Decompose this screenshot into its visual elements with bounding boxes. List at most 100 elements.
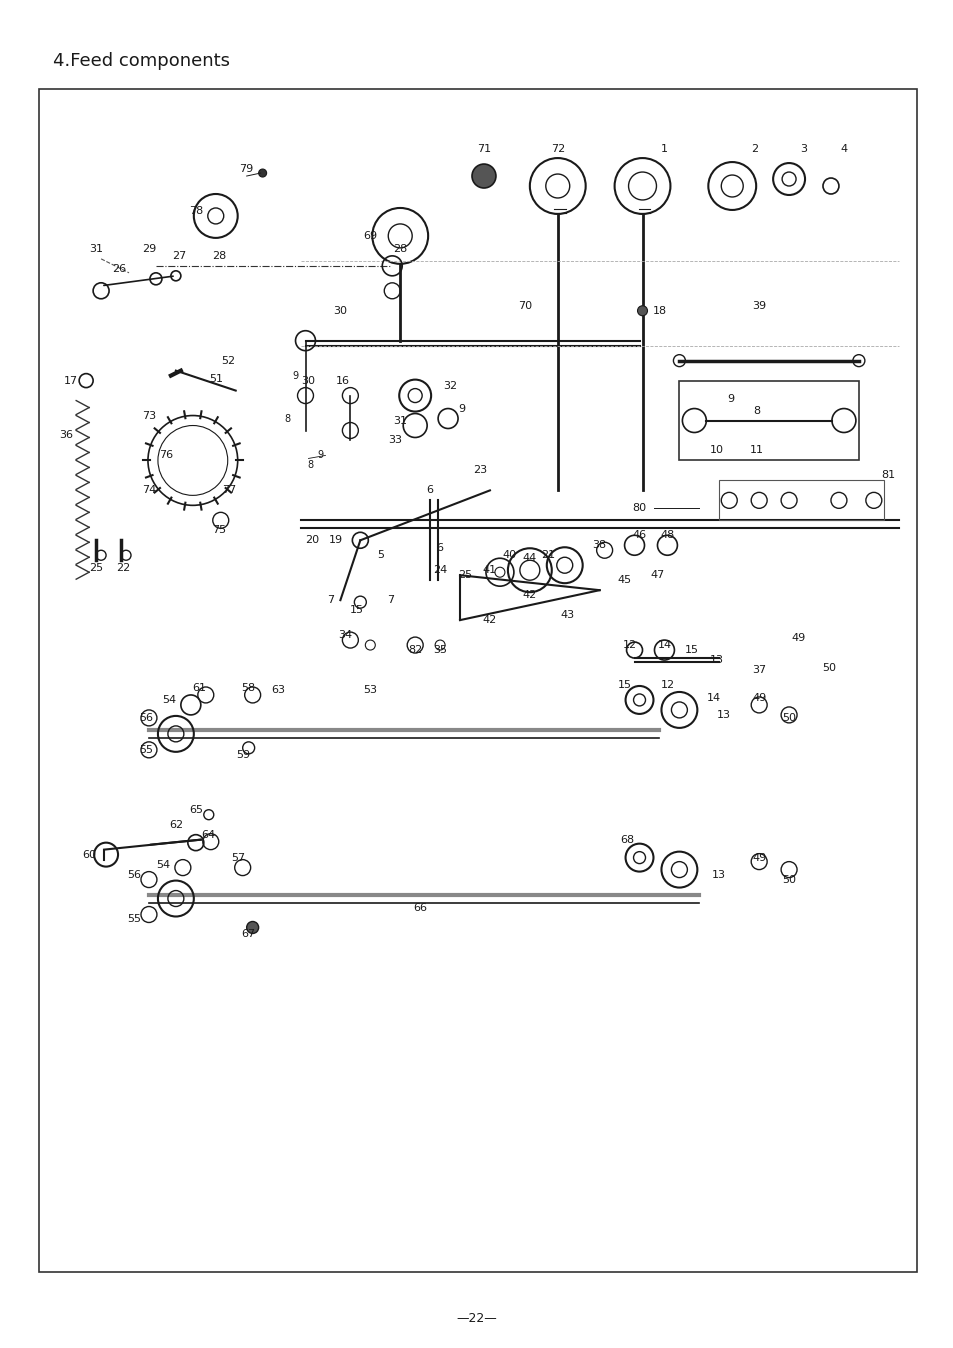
Text: 27: 27 xyxy=(172,251,186,262)
Text: 5: 5 xyxy=(376,550,383,561)
Text: —22—: —22— xyxy=(456,1312,497,1325)
Text: 21: 21 xyxy=(540,550,555,561)
Text: 61: 61 xyxy=(192,683,206,693)
Text: 22: 22 xyxy=(115,563,130,573)
Text: 20: 20 xyxy=(305,535,319,546)
Text: 35: 35 xyxy=(433,646,447,655)
Text: 67: 67 xyxy=(241,930,255,940)
Text: 74: 74 xyxy=(142,485,156,495)
Circle shape xyxy=(247,922,258,933)
Text: 40: 40 xyxy=(502,550,517,561)
Text: 4.Feed components: 4.Feed components xyxy=(53,53,230,70)
Text: 8: 8 xyxy=(284,414,291,423)
Text: 49: 49 xyxy=(791,634,805,643)
Text: 41: 41 xyxy=(482,565,497,576)
Text: 80: 80 xyxy=(632,503,646,514)
Text: 55: 55 xyxy=(139,745,152,755)
Text: 51: 51 xyxy=(209,373,223,384)
Bar xyxy=(679,380,858,461)
Text: 25: 25 xyxy=(89,563,103,573)
Text: 9: 9 xyxy=(458,403,465,414)
Text: 30: 30 xyxy=(301,376,315,386)
Text: 15: 15 xyxy=(349,605,363,615)
Text: 24: 24 xyxy=(433,565,447,576)
Text: 12: 12 xyxy=(622,640,636,650)
Text: 7: 7 xyxy=(386,596,394,605)
Text: 38: 38 xyxy=(592,541,606,550)
Bar xyxy=(39,89,916,1271)
Text: 72: 72 xyxy=(550,144,564,154)
Text: 60: 60 xyxy=(82,849,96,860)
Text: 31: 31 xyxy=(89,244,103,253)
Text: 63: 63 xyxy=(272,685,285,696)
Text: 26: 26 xyxy=(112,264,126,274)
Text: 43: 43 xyxy=(560,611,575,620)
Text: 17: 17 xyxy=(64,376,78,386)
Circle shape xyxy=(258,168,266,177)
Text: 73: 73 xyxy=(142,411,156,421)
Text: 78: 78 xyxy=(189,206,203,216)
Text: 8: 8 xyxy=(753,406,760,415)
Text: 48: 48 xyxy=(659,530,674,541)
Text: 7: 7 xyxy=(327,596,334,605)
Text: 54: 54 xyxy=(155,860,170,869)
Text: 64: 64 xyxy=(201,829,215,840)
Text: 32: 32 xyxy=(442,380,456,391)
Text: 56: 56 xyxy=(139,713,152,723)
Text: 49: 49 xyxy=(751,853,765,863)
Text: 59: 59 xyxy=(236,749,251,760)
Text: 49: 49 xyxy=(751,693,765,702)
Text: 12: 12 xyxy=(659,679,674,690)
Text: 47: 47 xyxy=(650,570,664,580)
Text: 11: 11 xyxy=(749,445,763,456)
Text: 62: 62 xyxy=(169,820,183,829)
Text: 52: 52 xyxy=(221,356,235,365)
FancyArrowPatch shape xyxy=(104,276,172,286)
Text: 15: 15 xyxy=(683,646,698,655)
Text: 44: 44 xyxy=(522,553,537,563)
Text: 58: 58 xyxy=(241,683,255,693)
Text: 9: 9 xyxy=(293,371,298,380)
Text: 18: 18 xyxy=(652,306,666,315)
Text: 68: 68 xyxy=(619,834,634,845)
Text: 45: 45 xyxy=(617,576,631,585)
Text: 39: 39 xyxy=(751,301,765,311)
Text: 75: 75 xyxy=(212,526,226,535)
Text: 56: 56 xyxy=(127,869,141,880)
Text: 65: 65 xyxy=(189,805,203,814)
Text: 15: 15 xyxy=(617,679,631,690)
Text: 79: 79 xyxy=(239,164,253,174)
Text: 46: 46 xyxy=(632,530,646,541)
Text: 16: 16 xyxy=(335,376,349,386)
Circle shape xyxy=(637,306,647,315)
Text: 55: 55 xyxy=(127,914,141,925)
Text: 69: 69 xyxy=(363,231,377,241)
Text: 53: 53 xyxy=(363,685,377,696)
Text: 31: 31 xyxy=(393,415,407,426)
Text: 57: 57 xyxy=(232,853,246,863)
Text: 42: 42 xyxy=(522,590,537,600)
Bar xyxy=(719,480,882,520)
Text: 36: 36 xyxy=(59,430,73,441)
Text: 50: 50 xyxy=(781,713,795,723)
Text: 82: 82 xyxy=(408,646,422,655)
Text: 4: 4 xyxy=(840,144,846,154)
Text: 6: 6 xyxy=(436,543,443,553)
Text: 13: 13 xyxy=(710,655,723,665)
Text: 14: 14 xyxy=(706,693,720,702)
Text: 34: 34 xyxy=(338,630,352,640)
Text: 1: 1 xyxy=(660,144,667,154)
Text: 77: 77 xyxy=(221,485,235,495)
Text: 10: 10 xyxy=(710,445,723,456)
Text: 23: 23 xyxy=(473,465,487,476)
Text: 71: 71 xyxy=(476,144,491,154)
Circle shape xyxy=(472,164,496,187)
Text: 54: 54 xyxy=(162,696,175,705)
Text: 37: 37 xyxy=(751,665,765,675)
Text: 66: 66 xyxy=(413,903,427,913)
Text: 9: 9 xyxy=(727,394,734,403)
Text: 30: 30 xyxy=(333,306,347,315)
Text: 25: 25 xyxy=(457,570,472,580)
Text: 9: 9 xyxy=(317,450,323,461)
Text: 50: 50 xyxy=(821,663,835,673)
